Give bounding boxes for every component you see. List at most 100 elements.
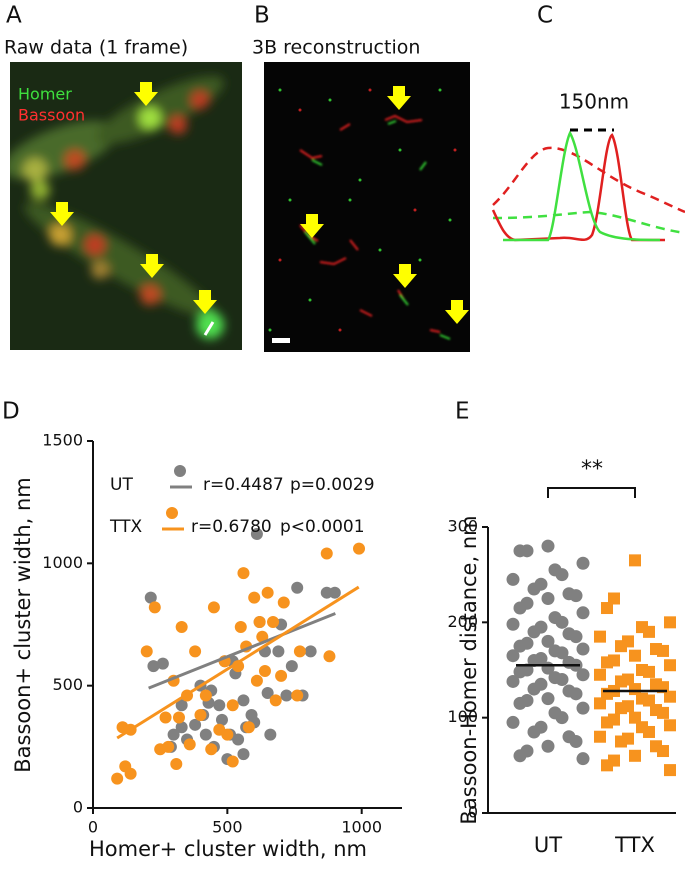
point	[144, 591, 157, 604]
point	[226, 755, 239, 768]
point	[323, 650, 336, 663]
point	[506, 572, 520, 586]
point	[527, 582, 541, 596]
point	[664, 690, 676, 703]
point	[207, 601, 220, 614]
x-axis-title: Homer+ cluster width, nm	[89, 837, 367, 861]
point	[250, 674, 263, 687]
point	[594, 697, 606, 710]
point	[541, 539, 555, 553]
point	[199, 728, 212, 741]
arrows	[50, 82, 217, 314]
point	[183, 738, 196, 751]
point	[541, 634, 555, 648]
point	[601, 656, 613, 669]
point	[269, 694, 282, 707]
point	[353, 542, 366, 555]
fit-line	[116, 585, 360, 740]
point	[615, 702, 627, 715]
panel-label: C	[537, 3, 553, 29]
raw-image	[10, 62, 242, 350]
point	[527, 625, 541, 639]
point	[175, 620, 188, 633]
x-tick-label: 0	[88, 818, 98, 837]
fit-line	[148, 612, 336, 690]
point	[541, 739, 555, 753]
point	[162, 740, 175, 753]
legend-marker	[166, 507, 178, 519]
point	[304, 645, 317, 658]
point	[576, 606, 590, 620]
point	[250, 527, 263, 540]
point	[506, 674, 520, 688]
point	[643, 625, 655, 638]
point	[280, 689, 293, 702]
point	[527, 682, 541, 696]
point	[643, 665, 655, 678]
point	[248, 591, 261, 604]
x-tick-label: 1000	[341, 818, 382, 837]
point	[506, 617, 520, 631]
point	[189, 718, 202, 731]
point	[264, 728, 277, 741]
arrows	[300, 86, 469, 324]
point	[140, 645, 153, 658]
point	[111, 772, 124, 785]
point	[199, 689, 212, 702]
point	[328, 586, 341, 599]
point	[664, 719, 676, 732]
point	[277, 596, 290, 609]
point	[189, 645, 202, 658]
point	[555, 673, 569, 687]
significance: **	[581, 457, 603, 482]
x-tick-label: 500	[212, 818, 243, 837]
point	[576, 556, 590, 570]
point	[253, 616, 266, 629]
point	[258, 664, 271, 677]
panel-label: D	[2, 399, 20, 425]
point	[664, 659, 676, 672]
legend-stat: r=0.6780	[191, 517, 272, 537]
strip-axes	[487, 487, 676, 814]
point	[664, 764, 676, 777]
point	[272, 645, 285, 658]
point	[170, 757, 183, 770]
point	[615, 675, 627, 688]
point	[643, 725, 655, 738]
panel-label: B	[254, 3, 270, 29]
y-tick-label: 100	[447, 707, 478, 726]
panel-title: 3B reconstruction	[252, 37, 420, 59]
point	[267, 616, 280, 629]
scatter-axes	[92, 441, 402, 809]
point	[657, 745, 669, 758]
point	[569, 589, 583, 603]
y-tick-label: 0	[73, 798, 83, 817]
point	[629, 749, 641, 762]
point	[167, 728, 180, 741]
point	[175, 721, 188, 734]
point	[242, 721, 255, 734]
panel-label: E	[455, 399, 470, 425]
point	[576, 752, 590, 766]
point	[506, 715, 520, 729]
panel-label: A	[6, 3, 22, 29]
point	[226, 699, 239, 712]
point	[237, 567, 250, 580]
point	[156, 657, 169, 670]
y-tick-label: 0	[468, 803, 478, 822]
y-axis-title: Bassoon+ cluster width, nm	[11, 477, 35, 773]
point	[594, 630, 606, 643]
point	[234, 620, 247, 633]
point	[601, 602, 613, 615]
legend-label: TTX	[109, 517, 142, 537]
y-tick-label: 500	[52, 675, 83, 694]
point	[513, 665, 527, 679]
point	[506, 649, 520, 663]
point	[291, 581, 304, 594]
point	[159, 711, 172, 724]
point	[629, 649, 641, 662]
point	[569, 687, 583, 701]
point	[527, 653, 541, 667]
